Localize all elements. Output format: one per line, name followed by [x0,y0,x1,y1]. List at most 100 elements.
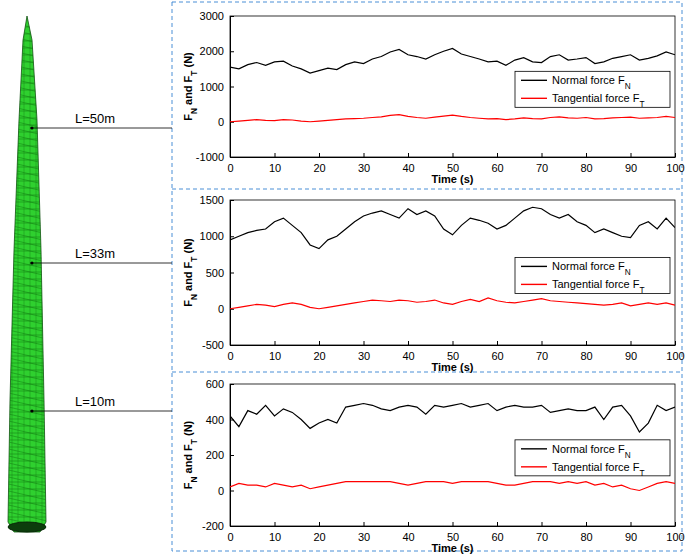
y-tick: 200 [206,449,234,461]
annotation: L=10m [75,394,115,409]
legend: Normal force FNTangential force FT [515,440,670,478]
x-tick-label: 30 [358,350,370,362]
x-tick: 80 [580,522,592,543]
y-tick-label: 1500 [200,194,224,206]
mesh-line [0,531,60,545]
text-part: Normal force [552,74,618,86]
text-part: Tangential force [552,92,633,104]
x-tick-label: 50 [447,350,459,362]
x-tick-mark [542,522,543,526]
x-axis-line [231,345,676,346]
x-tick-label: 50 [447,162,459,174]
x-tick-label: 60 [491,531,503,543]
legend-swatch [521,448,547,449]
y-tick: 1000 [200,230,234,242]
figure: L=50m 0 10 20 30 40 50 60 70 80 90 100 -1000 0 1000 200… [0,0,685,554]
y-axis-title: FN and FT (N) [182,52,199,121]
x-tick-mark [408,153,409,157]
x-tick-label: 90 [625,162,637,174]
text-part: (N) [182,52,194,71]
y-tick-mark [230,491,234,492]
x-axis-line [231,157,676,158]
x-tick-mark [453,153,454,157]
text-part: Normal force [552,443,618,455]
y-tick-mark [230,87,234,88]
x-tick-label: 10 [269,350,281,362]
y-tick-label: 0 [218,116,224,128]
mesh-line [0,538,60,552]
y-tick-mark [230,236,234,237]
y-tick-label: -200 [202,520,224,532]
mesh-line [42,0,43,540]
y-tick: 600 [206,378,234,390]
legend-label: Normal force FN [552,260,631,277]
x-tick-mark [586,153,587,157]
chart-panel: L=33m0102030405060708090100-500050010001… [30,194,685,373]
mesh-line [0,27,60,28]
x-tick: 40 [402,522,414,543]
x-axis: 0102030405060708090100 [227,341,684,362]
x-tick-mark [275,153,276,157]
x-tick: 60 [491,522,503,543]
x-tick: 100 [666,153,684,174]
chart-panel: L=10m0102030405060708090100-200020040060… [30,378,685,554]
x-tick: 70 [536,341,548,362]
x-tick: 10 [269,522,281,543]
x-tick-label: 30 [358,162,370,174]
text-part: Normal force [552,260,618,272]
blade-mesh [0,0,60,552]
legend-label: Normal force FN [552,74,631,91]
x-tick-mark [631,153,632,157]
annotation: L=50m [75,111,115,126]
annotation-dot [31,262,34,265]
mesh-line [12,0,13,540]
subscript: N [625,268,631,277]
plot-frame [230,200,675,345]
x-tick: 30 [358,522,370,543]
y-tick: -1000 [196,151,234,163]
x-tick-mark [586,341,587,345]
x-tick-mark [675,522,676,526]
y-tick-mark [230,51,234,52]
y-tick: 3000 [200,10,234,22]
y-tick: 500 [206,267,234,279]
mesh-line [6,0,7,540]
x-tick-mark [453,341,454,345]
x-tick-mark [319,341,320,345]
blade-root [8,522,46,532]
y-axis-title: FN and FT (N) [182,238,199,307]
y-tick: 1500 [200,194,234,206]
mesh-line [30,0,31,540]
text-part: and [182,82,194,108]
panel-divider [172,372,682,373]
y-tick-mark [230,345,234,346]
x-tick-mark [408,522,409,526]
annotation-line [30,411,172,412]
x-tick-mark [675,153,676,157]
x-tick: 100 [666,522,684,543]
blade-body [8,16,46,532]
x-axis-title: Time (s) [432,361,474,373]
x-axis: 0102030405060708090100 [227,153,684,174]
x-tick-label: 80 [580,350,592,362]
x-tick: 70 [536,522,548,543]
mesh-line [36,0,37,540]
y-tick-mark [230,157,234,158]
y-tick-label: 2000 [200,45,224,57]
x-tick-mark [319,522,320,526]
x-tick-label: 0 [227,531,233,543]
annotation: L=33m [75,246,115,261]
x-tick: 40 [402,341,414,362]
x-tick-mark [675,341,676,345]
x-tick-label: 70 [536,531,548,543]
y-axis: -1000 0 1000 2000 3000 [196,10,234,163]
text-part: and [182,268,194,294]
x-tick-label: 20 [313,531,325,543]
y-tick: 1000 [200,81,234,93]
y-tick: -500 [202,339,234,351]
x-tick-mark [364,153,365,157]
legend-swatch [521,266,547,267]
x-tick-label: 50 [447,531,459,543]
y-tick: -200 [202,520,234,532]
legend-box [515,257,670,293]
